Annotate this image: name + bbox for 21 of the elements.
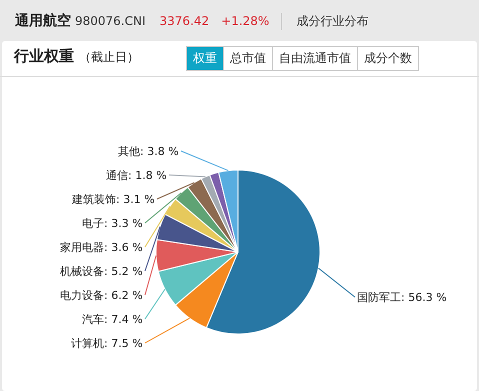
- slice-label: 计算机: 7.5 %: [71, 337, 143, 350]
- text: 980076.CNI: [75, 14, 146, 28]
- slice-label: 家用电器: 3.6 %: [60, 241, 143, 254]
- slice-label: 汽车: 7.4 %: [82, 313, 143, 326]
- text: 成分个数: [357, 47, 418, 70]
- chart-subtitle: （截止日）: [79, 50, 140, 64]
- text: 3376.42: [160, 14, 210, 28]
- slice-label: 建筑装饰: 3.1 %: [71, 193, 155, 206]
- slice-label: 机械设备: 5.2 %: [60, 265, 143, 278]
- chart-title: 行业权重: [14, 47, 74, 65]
- text: 权重: [187, 47, 223, 70]
- slice-label: 其他: 3.8 %: [118, 145, 179, 158]
- text: 通用航空: [15, 12, 71, 30]
- slice-label: 通信: 1.8 %: [106, 169, 167, 182]
- slice-label: 国防军工: 56.3 %: [357, 291, 447, 304]
- text: 成分行业分布: [281, 12, 368, 30]
- text: 自由流通市值: [272, 47, 357, 70]
- slice-label: 电子: 3.3 %: [82, 217, 143, 230]
- slice-label: 电力设备: 6.2 %: [60, 289, 143, 302]
- text: +1.28%: [221, 14, 270, 28]
- text: 总市值: [223, 47, 272, 70]
